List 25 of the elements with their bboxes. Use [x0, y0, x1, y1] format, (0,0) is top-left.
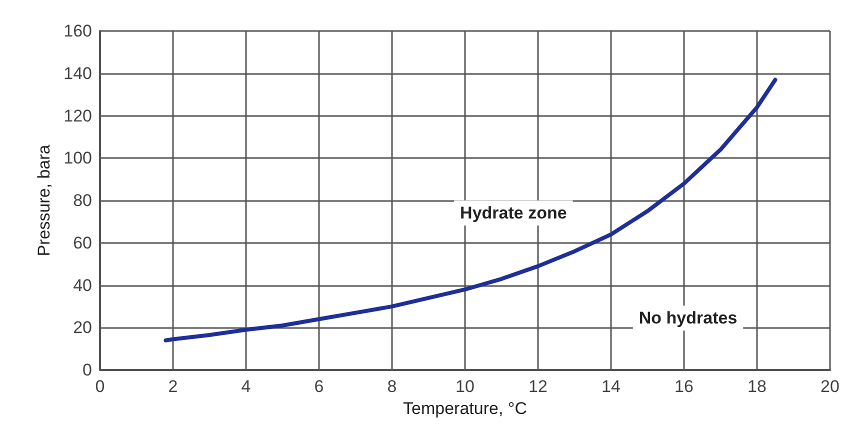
x-tick-label: 14: [602, 377, 620, 396]
y-tick-label: 160: [64, 22, 92, 40]
y-tick-label: 40: [73, 276, 92, 295]
x-tick-label: 0: [95, 377, 105, 396]
annotation: No hydrates: [638, 308, 738, 328]
y-tick-label: 140: [64, 64, 92, 83]
y-tick-label: 20: [73, 318, 92, 338]
x-axis-title: Temperature, °C: [403, 398, 527, 418]
y-axis-title: Pressure, bara: [34, 144, 54, 256]
x-tick-label: 8: [387, 377, 397, 396]
x-tick-label: 16: [674, 377, 694, 396]
x-tick-label: 10: [456, 377, 474, 396]
line-series: [164, 78, 778, 342]
x-tick-label: 6: [314, 377, 324, 396]
y-tick-label: 0: [82, 360, 92, 380]
x-tick-label: 2: [168, 377, 178, 396]
y-tick-label: 80: [73, 191, 92, 210]
x-tick-label: 18: [748, 377, 766, 396]
annotation: Hydrate zone: [460, 204, 567, 222]
x-tick-label: 20: [820, 377, 840, 396]
y-tick-label: 100: [64, 148, 92, 168]
y-tick-label: 60: [73, 233, 92, 252]
x-tick-label: 4: [241, 377, 251, 396]
x-tick-label: 12: [528, 377, 548, 396]
y-tick-label: 120: [64, 106, 92, 126]
